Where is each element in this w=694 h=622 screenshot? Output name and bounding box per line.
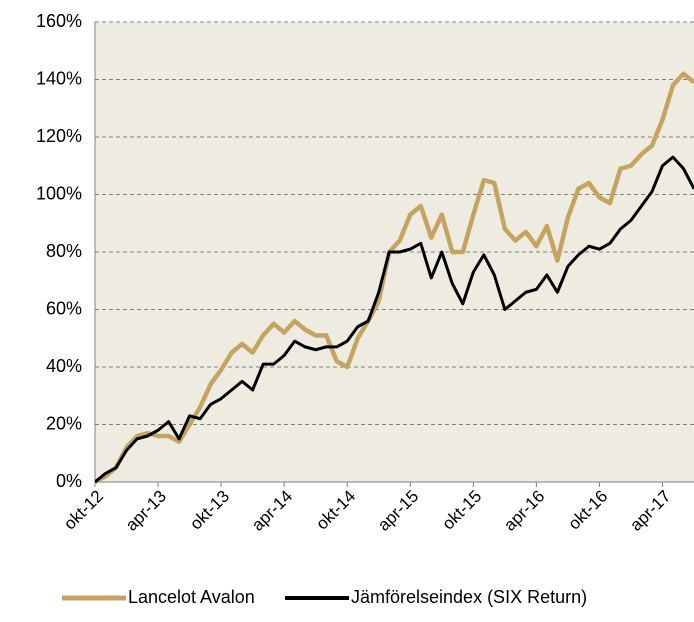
x-tick-label: apr-17 [626,487,674,535]
x-tick-label: okt-16 [565,487,612,534]
y-tick-label: 140% [36,68,82,88]
x-tick-label: apr-13 [122,487,170,535]
y-tick-label: 60% [46,298,82,318]
x-tick-label: okt-13 [186,487,233,534]
y-tick-label: 0% [56,471,82,491]
x-tick-label: apr-15 [374,487,422,535]
legend-label: Lancelot Avalon [128,587,255,607]
y-tick-label: 120% [36,126,82,146]
x-tick-label: apr-14 [248,487,296,535]
x-tick-label: okt-12 [60,487,107,534]
legend-label: Jämförelseindex (SIX Return) [351,587,587,607]
y-tick-label: 160% [36,11,82,31]
x-tick-label: okt-14 [312,487,359,534]
x-tick-label: okt-15 [438,487,485,534]
y-tick-label: 100% [36,183,82,203]
y-tick-label: 40% [46,356,82,376]
x-tick-label: apr-16 [500,487,548,535]
y-tick-label: 20% [46,413,82,433]
y-tick-label: 80% [46,241,82,261]
series-line [95,155,694,484]
